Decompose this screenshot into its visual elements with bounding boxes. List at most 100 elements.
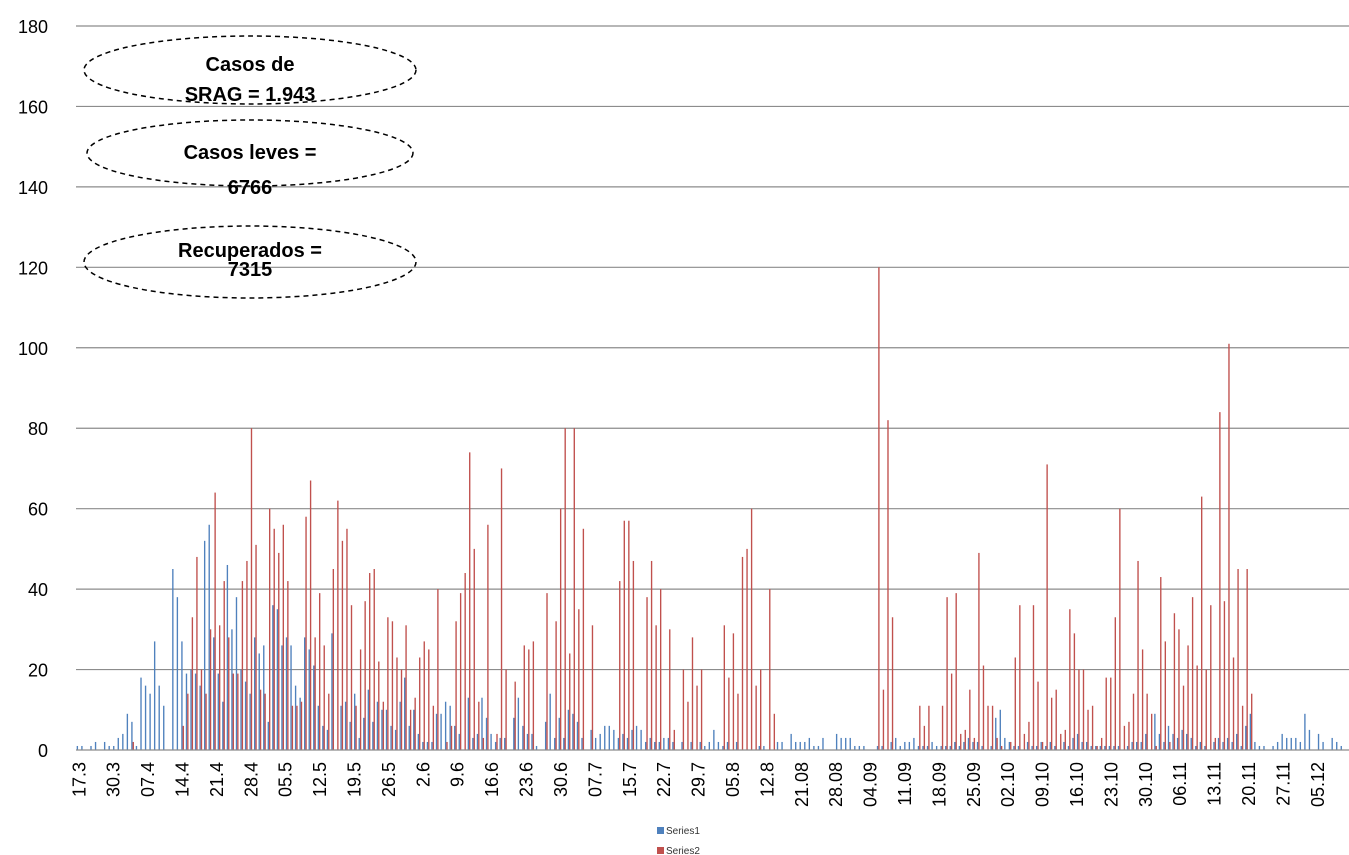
bar-series2	[882, 689, 885, 750]
bar-series1	[149, 693, 151, 750]
bar-series1	[858, 745, 861, 750]
bar-series2	[923, 725, 926, 750]
bar-series1	[176, 597, 179, 750]
x-tick-label: 14.4	[173, 762, 193, 797]
bar-series2	[1010, 741, 1012, 750]
bar-series1	[1186, 733, 1188, 750]
bar-series1	[1236, 733, 1238, 750]
bar-series1	[913, 737, 915, 750]
bar-series2	[482, 737, 485, 750]
bar-series2	[1096, 745, 1098, 750]
bar-series2	[1069, 609, 1071, 750]
bar-series2	[464, 573, 466, 750]
bar-series2	[1178, 629, 1180, 750]
bar-series1	[331, 633, 333, 750]
bar-series2	[191, 617, 194, 750]
bar-series1	[249, 693, 251, 750]
bar-series1	[1063, 741, 1065, 750]
bar-series2	[987, 705, 989, 750]
x-tick-labels: 17.3 30.3 07.4 14.4 21.4 28.4 05.5 12.5 19.5 26.5…	[69, 762, 1328, 807]
bar-series1	[1336, 741, 1338, 750]
bar-series1	[531, 733, 533, 750]
bar-series2	[209, 629, 212, 750]
bar-series2	[1205, 669, 1207, 750]
y-tick-label: 20	[28, 661, 48, 681]
bar-series1	[117, 737, 119, 750]
bar-series1	[1272, 745, 1274, 750]
bar-series2	[282, 524, 284, 750]
bar-series2	[1219, 412, 1221, 750]
bar-series1	[1017, 745, 1020, 750]
bar-series2	[359, 649, 362, 750]
bar-series1	[926, 745, 929, 750]
bar-series2	[228, 637, 230, 750]
bar-series2	[650, 560, 653, 750]
bar-series1	[640, 729, 642, 750]
bar-series2	[628, 520, 630, 750]
bar-series2	[409, 709, 412, 750]
bar-series2	[246, 560, 248, 750]
bar-series1	[1331, 737, 1333, 750]
x-tick-label: 04.09	[861, 762, 881, 807]
bar-series1	[799, 741, 801, 750]
bar-series1	[1286, 737, 1288, 750]
bar-series1	[1195, 745, 1197, 750]
x-tick-label: 23.10	[1101, 762, 1121, 807]
bar-series2	[305, 516, 307, 750]
x-tick-label: 30.3	[104, 762, 124, 797]
bar-series2	[1028, 721, 1030, 750]
x-tick-label: 28.08	[826, 762, 846, 807]
bar-series1	[1276, 741, 1279, 750]
bar-series1	[1076, 733, 1079, 750]
annotation-text: 7315	[228, 259, 273, 281]
bar-series1	[1117, 745, 1120, 750]
bar-series1	[199, 685, 201, 750]
bar-series1	[949, 745, 951, 750]
bar-series1	[935, 745, 938, 750]
bar-series2	[1201, 496, 1203, 750]
bar-series1	[217, 673, 219, 750]
annotation-text: Casos leves =	[184, 142, 317, 164]
legend-swatch	[657, 847, 664, 854]
bar-series2	[1032, 605, 1035, 750]
bar-series1	[567, 709, 570, 750]
bar-series1	[1131, 741, 1133, 750]
bar-series2	[1128, 721, 1130, 750]
annotation-ellipse	[83, 35, 417, 105]
bar-series2	[632, 560, 635, 750]
bar-series2	[982, 665, 985, 750]
bar-series2	[732, 633, 735, 750]
bar-series2	[659, 589, 662, 750]
bar-series2	[1064, 729, 1066, 750]
bar-series2	[1191, 597, 1194, 750]
bar-series1	[1040, 741, 1042, 750]
bar-series1	[644, 741, 647, 750]
bar-series2	[200, 669, 203, 750]
bar-series2	[250, 428, 253, 750]
bar-series1	[1140, 741, 1142, 750]
bar-series1	[1090, 745, 1092, 750]
y-tick-label: 120	[18, 258, 48, 278]
bar-series2	[423, 641, 425, 750]
bar-series1	[435, 713, 438, 750]
bar-series1	[472, 737, 474, 750]
bar-series1	[1213, 741, 1215, 750]
bar-series2	[741, 556, 744, 750]
bar-series1	[422, 741, 424, 750]
bar-series2	[573, 428, 575, 750]
bar-series2	[1046, 464, 1048, 750]
bar-series2	[950, 673, 953, 750]
x-tick-label: 15.7	[620, 762, 640, 797]
bar-series2	[314, 637, 316, 750]
bar-series1	[108, 745, 110, 750]
bar-series1	[658, 741, 660, 750]
bar-series1	[1240, 745, 1242, 750]
bar-series1	[1085, 741, 1088, 750]
bar-series2	[205, 693, 207, 750]
annotations: Casos de SRAG = 1.943 Casos leves = 6766 Rec…	[83, 35, 417, 299]
bar-series2	[396, 657, 398, 750]
bar-series1	[763, 745, 765, 750]
bars	[76, 267, 1342, 750]
bar-series1	[717, 741, 720, 750]
bar-series2	[1141, 649, 1144, 750]
